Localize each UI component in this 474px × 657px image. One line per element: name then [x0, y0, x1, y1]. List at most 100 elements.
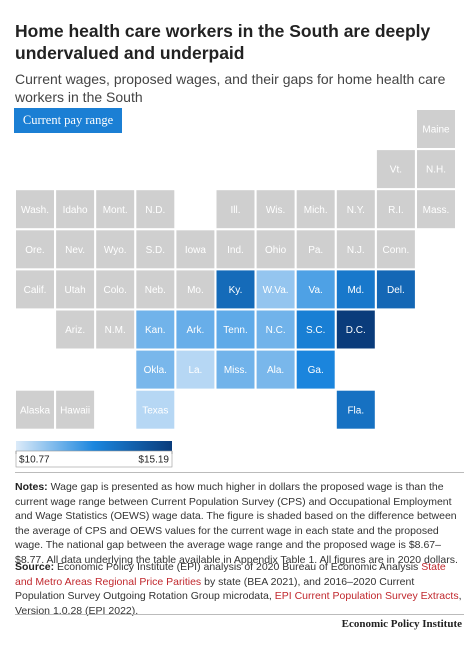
state-label: Ind.: [227, 245, 244, 256]
state-label: Ohio: [265, 245, 287, 256]
state-label: Hawaii: [60, 405, 90, 416]
legend-frame: [15, 450, 173, 468]
chart-title: Home health care workers in the South ar…: [15, 21, 431, 63]
state-tile: [136, 390, 175, 429]
state-tile: [296, 230, 335, 269]
state-label: Mich.: [304, 205, 328, 216]
state-tile: [296, 350, 335, 389]
source-text: Economic Policy Institute (EPI) analysis…: [57, 561, 422, 573]
legend-label: $10.77: [19, 455, 50, 466]
state-label: Mont.: [103, 205, 128, 216]
toggle-button[interactable]: Current pay range: [14, 108, 122, 133]
state-label: Ill.: [231, 205, 241, 216]
state-tile: [216, 230, 255, 269]
state-tile: [56, 230, 95, 269]
state-tile: [256, 270, 295, 309]
state-tile: [56, 270, 95, 309]
state-tile: [376, 230, 415, 269]
state-tile: [176, 350, 215, 389]
state-label: Vt.: [390, 165, 402, 176]
state-label: Iowa: [185, 245, 207, 256]
state-tile: [16, 270, 54, 309]
state-tile: [336, 270, 375, 309]
state-tile: [256, 190, 295, 229]
state-label: Md.: [347, 285, 364, 296]
state-tile: [16, 190, 54, 229]
notes-text: Wage gap is presented as how much higher…: [15, 481, 458, 566]
source-text: by state (BEA 2021), and 2016–2020 Curre…: [15, 575, 415, 603]
chart-subtitle: Current wages, proposed wages, and their…: [15, 71, 446, 105]
state-tile: [376, 190, 415, 229]
state-label: Wis.: [266, 205, 285, 216]
state-tile: [417, 190, 455, 229]
state-label: S.C.: [306, 325, 325, 336]
state-label: R.I.: [388, 205, 404, 216]
state-tile: [417, 150, 455, 189]
legend-label: $15.19: [138, 455, 169, 466]
state-label: Wyo.: [104, 245, 127, 256]
state-tile: [216, 310, 255, 349]
state-label: Fla.: [347, 405, 364, 416]
source: Source: Economic Policy Institute (EPI) …: [15, 560, 463, 618]
state-label: Mass.: [423, 205, 450, 216]
state-label: Okla.: [144, 365, 167, 376]
state-tile: [296, 190, 335, 229]
state-tile: [256, 350, 295, 389]
state-tile: [96, 310, 135, 349]
state-tile: [417, 110, 455, 148]
state-label: Mo.: [187, 285, 204, 296]
state-label: Pa.: [308, 245, 323, 256]
divider: [15, 614, 464, 615]
state-label: Tenn.: [223, 325, 247, 336]
state-tile: [176, 230, 215, 269]
state-tile: [136, 350, 175, 389]
state-tile: [56, 310, 95, 349]
state-tile: [296, 310, 335, 349]
source-text: , Version 1.0.28 (EPI 2022).: [15, 590, 462, 617]
state-tile: [336, 190, 375, 229]
legend-bar: [16, 441, 172, 451]
state-tile: [16, 230, 54, 269]
state-label: Idaho: [63, 205, 88, 216]
state-tile: [96, 270, 135, 309]
state-label: N.C.: [266, 325, 286, 336]
state-tile: [136, 310, 175, 349]
state-label: Colo.: [104, 285, 127, 296]
state-label: D.C.: [346, 325, 366, 336]
state-tile: [136, 190, 175, 229]
state-label: Maine: [422, 125, 450, 136]
state-label: Neb.: [145, 285, 166, 296]
state-label: Alaska: [20, 405, 50, 416]
state-tile: [216, 190, 255, 229]
state-label: La.: [188, 365, 202, 376]
state-label: W.Va.: [263, 285, 289, 296]
state-tile: [376, 270, 415, 309]
state-label: Ala.: [267, 365, 284, 376]
source-link[interactable]: EPI Current Population Survey Extracts: [274, 590, 459, 603]
tile-map: Maine Vt. N.H. Wash. Idaho Mont. N.D. Ill. Wis. M…: [15, 110, 455, 468]
state-tile: [256, 230, 295, 269]
state-label: Ga.: [308, 365, 324, 376]
state-tile: [96, 230, 135, 269]
footer: Economic Policy Institute: [341, 618, 462, 630]
state-tile: [336, 310, 375, 349]
state-label: Ariz.: [65, 325, 85, 336]
state-tile: [296, 270, 335, 309]
state-tile: [376, 150, 415, 189]
state-label: Nev.: [65, 245, 85, 256]
state-tile: [136, 270, 175, 309]
state-label: S.D.: [146, 245, 165, 256]
state-label: N.H.: [426, 165, 446, 176]
state-label: Ky.: [229, 285, 243, 296]
state-tile: [96, 190, 135, 229]
notes: Notes: Wage gap is presented as how much…: [15, 480, 463, 568]
state-label: Wash.: [21, 205, 49, 216]
state-tile: [256, 310, 295, 349]
state-tile: [336, 390, 375, 429]
state-label: Calif.: [24, 285, 47, 296]
state-tile: [336, 230, 375, 269]
source-link[interactable]: State and Metro Areas Regional Price Par…: [15, 561, 446, 588]
state-tile: [176, 310, 215, 349]
state-tile: [56, 190, 95, 229]
